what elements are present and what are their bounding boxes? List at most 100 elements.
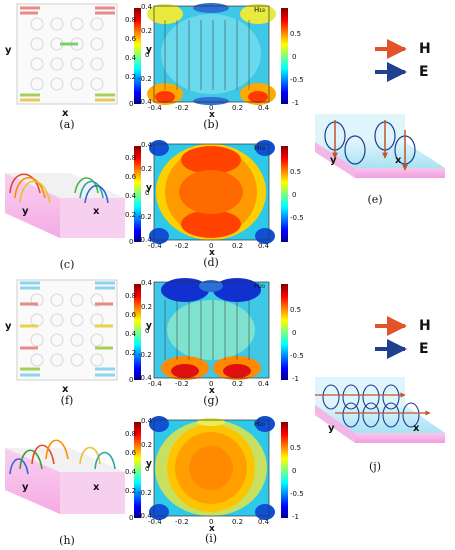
panel-b-label: (b) bbox=[203, 118, 219, 131]
x-tick: -0.4 bbox=[148, 380, 162, 388]
panel-d-corner: H₁₈ bbox=[254, 144, 265, 152]
panel-d: 0.8 0.6 0.4 0.2 0 0.4 0.2 0 -0.2 -0.4 y … bbox=[125, 138, 305, 273]
panel-e-label: (e) bbox=[367, 193, 383, 206]
legend-top: H E bbox=[375, 38, 455, 88]
mid-cbar-tick: 0.2 bbox=[125, 211, 137, 219]
x-tick: 0.4 bbox=[258, 242, 270, 250]
panel-c-label: (c) bbox=[59, 258, 75, 271]
panel-b-heatmap bbox=[134, 3, 288, 105]
mid-cbar-tick: 0.6 bbox=[125, 35, 137, 43]
field-arrows bbox=[20, 6, 115, 102]
panel-d-x-label: x bbox=[209, 248, 215, 258]
y-tick: -0.4 bbox=[138, 236, 152, 244]
x-tick: -0.2 bbox=[175, 104, 189, 112]
right-cbar-tick: 0.5 bbox=[290, 306, 302, 314]
legend-h: H bbox=[419, 41, 431, 57]
y-tick: -0.4 bbox=[138, 98, 152, 106]
x-tick: -0.4 bbox=[148, 104, 162, 112]
y-tick: 0.2 bbox=[141, 165, 153, 173]
panel-g-y-label: y bbox=[146, 321, 152, 331]
x-tick: 0.4 bbox=[258, 104, 270, 112]
panel-c-x-label: x bbox=[93, 206, 100, 217]
panel-j-y-label: y bbox=[328, 423, 335, 434]
panel-e: y x (e) bbox=[305, 100, 455, 210]
panel-b-x-label: x bbox=[209, 110, 215, 120]
x-tick: 0.2 bbox=[232, 242, 244, 250]
x-tick: 0.2 bbox=[232, 518, 244, 526]
x-tick: 0 bbox=[209, 518, 214, 526]
mid-cbar-tick: 0.8 bbox=[125, 154, 137, 162]
legend-e: E bbox=[419, 341, 429, 357]
right-cbar-tick: -0.5 bbox=[290, 214, 304, 222]
right-cbar-tick: 0 bbox=[292, 467, 297, 475]
panel-f-x-label: x bbox=[62, 384, 69, 395]
right-cbar-tick: 0 bbox=[292, 329, 297, 337]
panel-h: y x (h) bbox=[0, 414, 130, 550]
mid-cbar-tick: 0 bbox=[129, 238, 134, 246]
y-tick: -0.2 bbox=[138, 213, 152, 221]
y-tick: 0 bbox=[145, 189, 150, 197]
panel-f: y x (f) bbox=[0, 276, 130, 411]
panel-e-x-label: x bbox=[395, 155, 402, 166]
y-tick: 0 bbox=[145, 465, 150, 473]
mid-cbar-tick: 0.4 bbox=[125, 330, 137, 338]
panel-h-y-label: y bbox=[22, 482, 29, 493]
right-cbar-tick: -1 bbox=[292, 375, 299, 383]
panel-f-y-label: y bbox=[5, 321, 12, 332]
x-tick: -0.2 bbox=[175, 518, 189, 526]
right-cbar-tick: 0 bbox=[292, 191, 297, 199]
mid-cbar-tick: 0.4 bbox=[125, 54, 137, 62]
x-tick: -0.4 bbox=[148, 242, 162, 250]
right-colorbar bbox=[281, 8, 288, 104]
x-tick: 0.2 bbox=[232, 104, 244, 112]
y-tick: 0 bbox=[145, 51, 150, 59]
right-cbar-tick: -0.5 bbox=[290, 352, 304, 360]
y-tick: -0.2 bbox=[138, 351, 152, 359]
x-tick: 0.2 bbox=[232, 380, 244, 388]
mid-cbar-tick: 0.4 bbox=[125, 192, 137, 200]
legend-bottom: H E bbox=[375, 315, 455, 365]
panel-h-x-label: x bbox=[93, 482, 100, 493]
x-tick: 0 bbox=[209, 380, 214, 388]
lattice-frame bbox=[16, 3, 118, 105]
panel-i-label: (i) bbox=[204, 532, 218, 545]
right-cbar-tick: 0.5 bbox=[290, 444, 302, 452]
panel-b: 0.8 0.6 0.4 0.2 0 0.4 0.2 0 -0.2 -0.4 y … bbox=[125, 0, 305, 135]
panel-g-x-label: x bbox=[209, 386, 215, 396]
mid-cbar-tick: 0.2 bbox=[125, 73, 137, 81]
y-tick: -0.2 bbox=[138, 489, 152, 497]
panel-f-label: (f) bbox=[60, 394, 74, 407]
panel-i-y-label: y bbox=[146, 459, 152, 469]
panel-c: y x (c) bbox=[0, 138, 130, 273]
panel-a-graphic bbox=[16, 3, 118, 105]
lattice-holes bbox=[30, 17, 104, 91]
right-cbar-tick: 0.5 bbox=[290, 168, 302, 176]
mid-cbar-tick: 0.6 bbox=[125, 173, 137, 181]
right-cbar-tick: 0 bbox=[292, 53, 297, 61]
panel-b-y-label: y bbox=[146, 45, 152, 55]
mid-cbar-tick: 0 bbox=[129, 514, 134, 522]
x-tick: 0 bbox=[209, 104, 214, 112]
right-cbar-tick: -0.5 bbox=[290, 490, 304, 498]
mid-cbar-tick: 0.6 bbox=[125, 311, 137, 319]
panel-d-label: (d) bbox=[203, 256, 219, 269]
mid-cbar-tick: 0.8 bbox=[125, 16, 137, 24]
y-tick: 0.4 bbox=[141, 141, 153, 149]
mid-cbar-tick: 0.2 bbox=[125, 487, 137, 495]
y-tick: 0.4 bbox=[141, 3, 153, 11]
panel-g: 0.8 0.6 0.4 0.2 0 0.4 0.2 0 -0.2 -0.4 y … bbox=[125, 276, 305, 411]
panel-a-label: (a) bbox=[59, 118, 75, 131]
panel-h-label: (h) bbox=[59, 534, 75, 547]
mid-cbar-tick: 0.2 bbox=[125, 349, 137, 357]
panel-i: 0.8 0.6 0.4 0.2 0 0.4 0.2 0 -0.2 -0.4 y … bbox=[125, 414, 305, 550]
y-tick: -0.4 bbox=[138, 512, 152, 520]
right-cbar-tick: -1 bbox=[292, 513, 299, 521]
mid-cbar-tick: 0.8 bbox=[125, 292, 137, 300]
y-tick: 0 bbox=[145, 327, 150, 335]
y-tick: 0.4 bbox=[141, 417, 153, 425]
panel-i-corner: H₂₀ bbox=[254, 420, 265, 428]
x-tick: 0.4 bbox=[258, 380, 270, 388]
y-tick: 0.2 bbox=[141, 27, 153, 35]
vector-overlay bbox=[164, 20, 250, 90]
right-cbar-tick: -1 bbox=[292, 99, 299, 107]
